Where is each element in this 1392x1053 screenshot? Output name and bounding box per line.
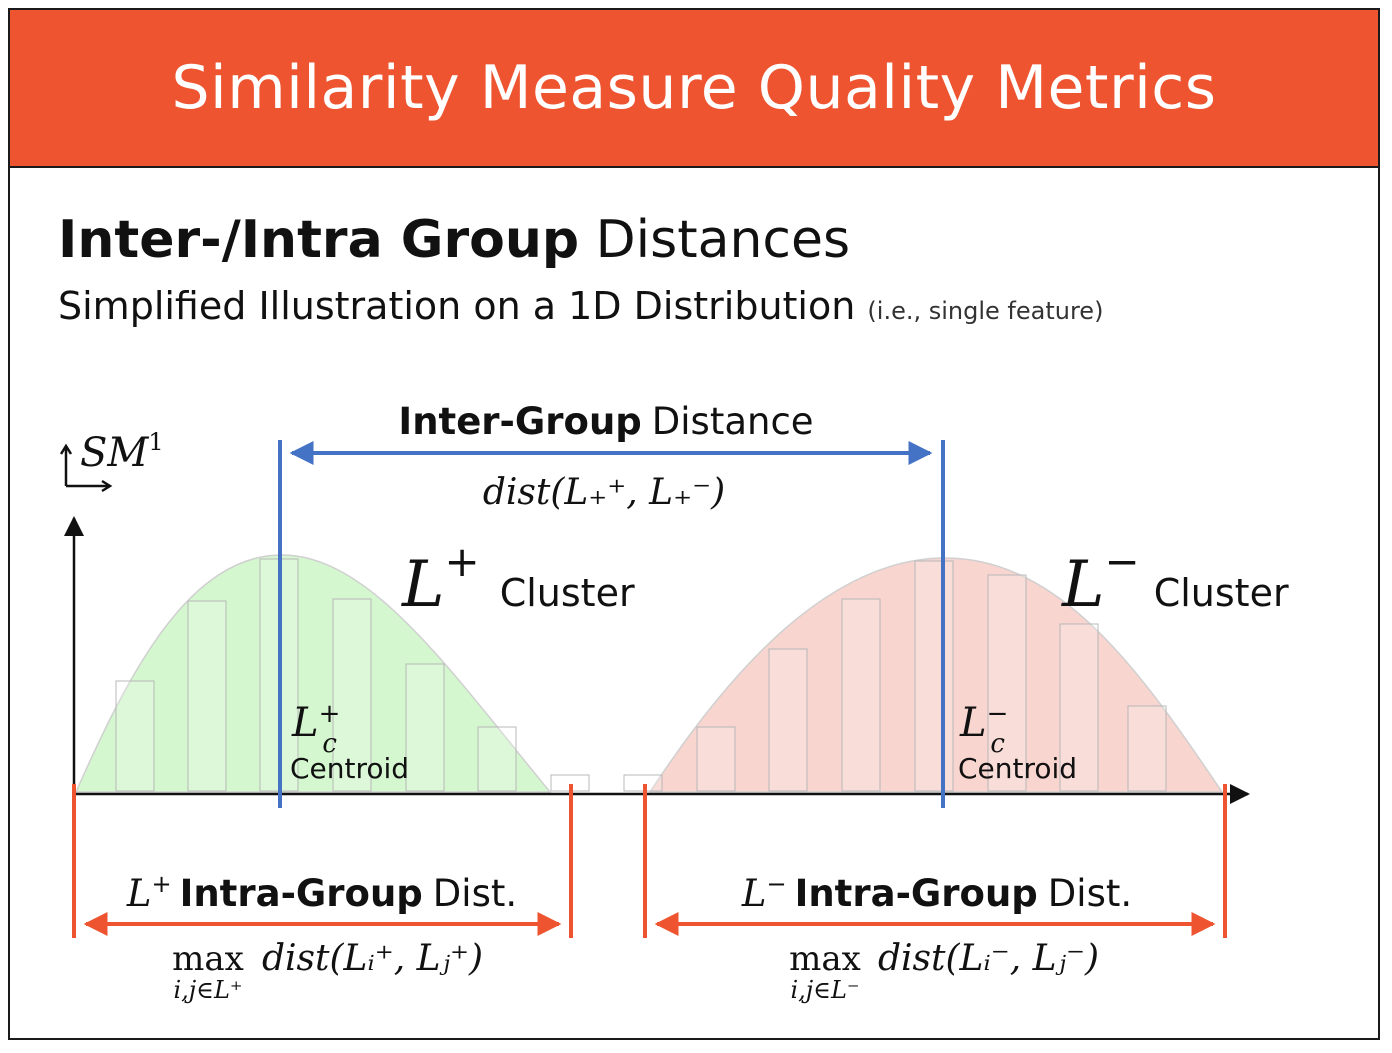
section-subheading: Simplified Illustration on a 1D Distribu… <box>58 284 1103 328</box>
svg-text:max: max <box>172 939 244 979</box>
svg-text:i,j∈L⁺: i,j∈L⁺ <box>173 976 242 1004</box>
histogram-bar <box>841 598 881 792</box>
positive-centroid-label: Centroid <box>290 752 409 785</box>
negative-centroid-symbol: L− c <box>959 699 1008 759</box>
distribution-diagram: SM1 Inter-Group Distance dist(L₊⁺, L₊⁻) L… <box>59 400 1289 1004</box>
histogram-bar <box>477 726 517 792</box>
title-banner: Similarity Measure Quality Metrics <box>10 10 1378 168</box>
negative-intra-formula: max i,j∈L⁻ dist(Lᵢ⁻, Lⱼ⁻) <box>789 938 1099 1004</box>
negative-cluster-label: L−Cluster <box>1061 537 1289 622</box>
svg-text:max: max <box>789 939 861 979</box>
svg-text:dist(Lᵢ⁺, Lⱼ⁺): dist(Lᵢ⁺, Lⱼ⁺) <box>262 938 483 979</box>
subheading-main: Simplified Illustration on a 1D Distribu… <box>58 284 856 328</box>
histogram-bar <box>696 726 736 792</box>
positive-intra-title: L+ Intra-Group Dist. <box>126 870 517 915</box>
histogram-bar <box>1127 705 1167 792</box>
positive-centroid-symbol: L+ c <box>291 699 340 759</box>
section-heading: Inter-/Intra Group Distances <box>58 210 850 270</box>
slide: Similarity Measure Quality Metrics Inter… <box>8 8 1380 1040</box>
heading-rest: Distances <box>595 210 851 270</box>
positive-distribution-curve <box>74 554 552 793</box>
feature-axis-icon <box>59 443 113 493</box>
negative-histogram <box>623 560 1167 792</box>
feature-axis-label: SM1 <box>80 428 164 476</box>
inter-group-formula: dist(L₊⁺, L₊⁻) <box>483 472 725 513</box>
subheading-note: (i.e., single feature) <box>867 297 1104 325</box>
histogram-bar <box>115 680 155 792</box>
svg-text:i,j∈L⁻: i,j∈L⁻ <box>790 976 859 1004</box>
histogram-bar <box>332 598 372 792</box>
positive-intra-formula: max i,j∈L⁺ dist(Lᵢ⁺, Lⱼ⁺) <box>172 938 483 1004</box>
positive-cluster-label: L+Cluster <box>401 537 635 622</box>
histogram-bar <box>1059 623 1099 792</box>
svg-text:dist(Lᵢ⁻, Lⱼ⁻): dist(Lᵢ⁻, Lⱼ⁻) <box>878 938 1099 979</box>
histogram-bar <box>768 648 808 792</box>
histogram-bar <box>914 560 954 792</box>
negative-intra-title: L− Intra-Group Dist. <box>741 870 1132 915</box>
inter-group-title: Inter-Group Distance <box>398 400 813 443</box>
histogram-bar <box>405 663 445 792</box>
banner-title: Similarity Measure Quality Metrics <box>171 53 1217 123</box>
negative-centroid-label: Centroid <box>958 752 1077 785</box>
heading-bold: Inter-/Intra Group <box>58 210 580 270</box>
histogram-bar <box>187 600 227 792</box>
histogram-bar <box>987 574 1027 792</box>
